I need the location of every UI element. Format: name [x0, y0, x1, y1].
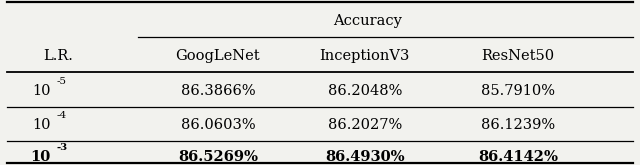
Text: -4: -4	[57, 111, 67, 120]
Text: 86.1239%: 86.1239%	[481, 118, 555, 132]
Text: 10: 10	[32, 118, 51, 132]
Text: -3: -3	[57, 143, 68, 152]
Text: 86.2027%: 86.2027%	[328, 118, 402, 132]
Text: 10: 10	[32, 84, 51, 98]
Text: 86.5269%: 86.5269%	[178, 150, 258, 164]
Text: Accuracy: Accuracy	[333, 14, 403, 28]
Text: GoogLeNet: GoogLeNet	[175, 49, 260, 63]
Text: 10: 10	[30, 150, 51, 164]
Text: 86.4930%: 86.4930%	[325, 150, 404, 164]
Text: 86.0603%: 86.0603%	[180, 118, 255, 132]
Text: 86.4142%: 86.4142%	[478, 150, 558, 164]
Text: L.R.: L.R.	[44, 49, 73, 63]
Text: -5: -5	[57, 77, 67, 86]
Text: ResNet50: ResNet50	[481, 49, 554, 63]
Text: 85.7910%: 85.7910%	[481, 84, 555, 98]
Text: 86.3866%: 86.3866%	[180, 84, 255, 98]
Text: 86.2048%: 86.2048%	[328, 84, 402, 98]
Text: InceptionV3: InceptionV3	[319, 49, 410, 63]
